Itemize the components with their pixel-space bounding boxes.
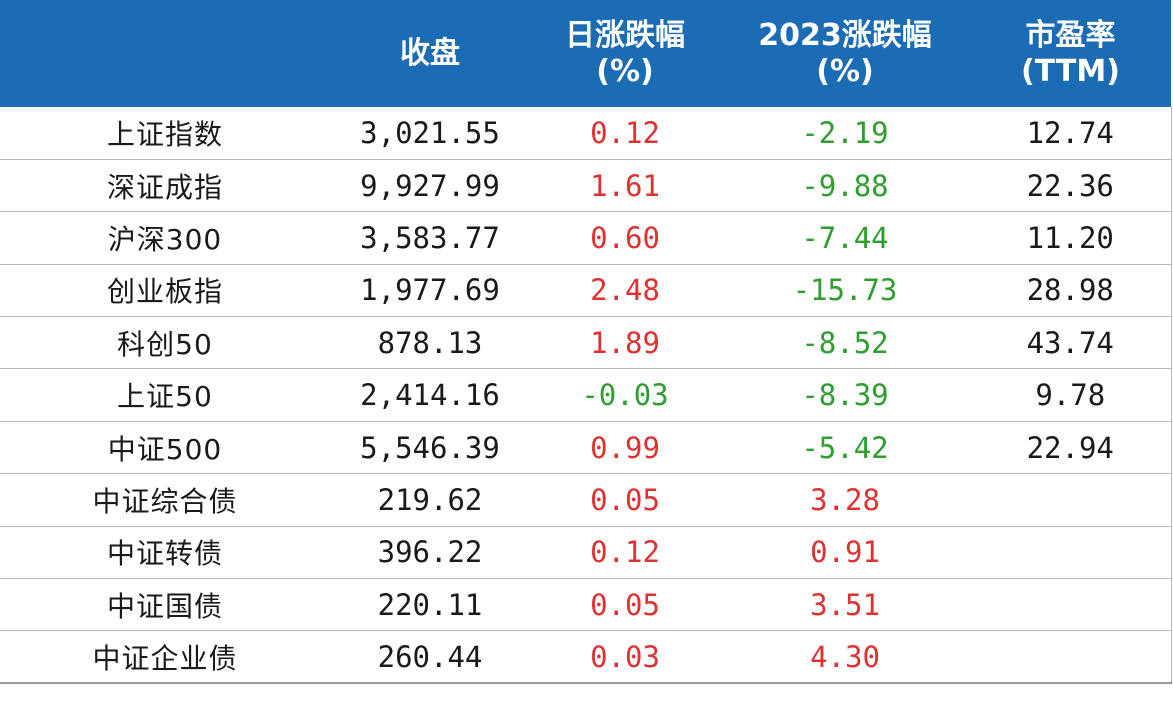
daily-change-cell: 0.99 [530, 421, 720, 475]
header-pe: 市盈率 (TTM) [970, 0, 1171, 107]
pe-ratio-cell: 22.94 [970, 421, 1172, 475]
pe-ratio-cell: 43.74 [970, 316, 1172, 370]
close-value-cell: 396.22 [330, 526, 530, 580]
table-row: 创业板指 1,977.69 2.48 -15.73 28.98 [0, 264, 1172, 318]
close-value-cell: 2,414.16 [330, 368, 530, 422]
close-value-cell: 5,546.39 [330, 421, 530, 475]
ytd-change-cell: -8.39 [720, 368, 970, 422]
pe-ratio-cell [970, 526, 1172, 580]
header-ytd-change-label: 2023涨跌幅 [758, 17, 932, 53]
ytd-change-cell: -2.19 [720, 107, 970, 160]
daily-change-cell: 1.89 [530, 316, 720, 370]
close-value-cell: 260.44 [330, 630, 530, 685]
daily-change-cell: 1.61 [530, 159, 720, 213]
header-index-name [0, 0, 330, 107]
table-row: 中证企业债 260.44 0.03 4.30 [0, 630, 1172, 685]
close-value-cell: 220.11 [330, 578, 530, 632]
daily-change-cell: 2.48 [530, 264, 720, 318]
daily-change-cell: -0.03 [530, 368, 720, 422]
daily-change-cell: 0.03 [530, 630, 720, 685]
table-body: 上证指数 3,021.55 0.12 -2.19 12.74 深证成指 9,927.99 1.… [0, 107, 1172, 685]
ytd-change-cell: -5.42 [720, 421, 970, 475]
table-row: 中证国债 220.11 0.05 3.51 [0, 578, 1172, 632]
pe-ratio-cell [970, 473, 1172, 527]
header-daily-change: 日涨跌幅 (%) [530, 0, 720, 107]
daily-change-cell: 0.60 [530, 211, 720, 265]
ytd-change-cell: -15.73 [720, 264, 970, 318]
close-value-cell: 219.62 [330, 473, 530, 527]
table-header-row: 收盘 日涨跌幅 (%) 2023涨跌幅 (%) 市盈率 (TTM) [0, 0, 1171, 107]
close-value-cell: 3,021.55 [330, 107, 530, 160]
index-name-cell: 深证成指 [0, 159, 330, 213]
daily-change-cell: 0.05 [530, 578, 720, 632]
index-name-cell: 科创50 [0, 316, 330, 370]
table-row: 中证转债 396.22 0.12 0.91 [0, 526, 1172, 580]
index-name-cell: 上证50 [0, 368, 330, 422]
header-daily-change-label: 日涨跌幅 [565, 17, 685, 53]
index-name-cell: 中证企业债 [0, 630, 330, 685]
market-index-table: 收盘 日涨跌幅 (%) 2023涨跌幅 (%) 市盈率 (TTM) 上证指数 3,… [0, 0, 1172, 685]
close-value-cell: 1,977.69 [330, 264, 530, 318]
close-value-cell: 9,927.99 [330, 159, 530, 213]
index-name-cell: 沪深300 [0, 211, 330, 265]
ytd-change-cell: -7.44 [720, 211, 970, 265]
daily-change-cell: 0.05 [530, 473, 720, 527]
header-close: 收盘 [330, 0, 530, 107]
ytd-change-cell: -8.52 [720, 316, 970, 370]
header-pe-label: 市盈率 [1025, 17, 1116, 53]
daily-change-cell: 0.12 [530, 526, 720, 580]
table-row: 沪深300 3,583.77 0.60 -7.44 11.20 [0, 211, 1172, 265]
table-row: 科创50 878.13 1.89 -8.52 43.74 [0, 316, 1172, 370]
header-daily-change-unit: (%) [596, 53, 654, 89]
pe-ratio-cell: 11.20 [970, 211, 1172, 265]
ytd-change-cell: 0.91 [720, 526, 970, 580]
pe-ratio-cell: 28.98 [970, 264, 1172, 318]
index-name-cell: 创业板指 [0, 264, 330, 318]
table-row: 中证综合债 219.62 0.05 3.28 [0, 473, 1172, 527]
pe-ratio-cell: 9.78 [970, 368, 1172, 422]
pe-ratio-cell: 22.36 [970, 159, 1172, 213]
index-name-cell: 上证指数 [0, 107, 330, 160]
table-row: 中证500 5,546.39 0.99 -5.42 22.94 [0, 421, 1172, 475]
close-value-cell: 878.13 [330, 316, 530, 370]
table-row: 上证指数 3,021.55 0.12 -2.19 12.74 [0, 107, 1172, 160]
header-pe-unit: (TTM) [1021, 53, 1120, 89]
ytd-change-cell: 3.51 [720, 578, 970, 632]
daily-change-cell: 0.12 [530, 107, 720, 160]
index-name-cell: 中证国债 [0, 578, 330, 632]
pe-ratio-cell [970, 630, 1172, 685]
header-ytd-change-unit: (%) [816, 53, 874, 89]
index-name-cell: 中证综合债 [0, 473, 330, 527]
pe-ratio-cell [970, 578, 1172, 632]
header-close-label: 收盘 [400, 35, 460, 71]
index-name-cell: 中证500 [0, 421, 330, 475]
header-ytd-change: 2023涨跌幅 (%) [720, 0, 970, 107]
ytd-change-cell: -9.88 [720, 159, 970, 213]
table-row: 深证成指 9,927.99 1.61 -9.88 22.36 [0, 159, 1172, 213]
pe-ratio-cell: 12.74 [970, 107, 1172, 160]
ytd-change-cell: 3.28 [720, 473, 970, 527]
close-value-cell: 3,583.77 [330, 211, 530, 265]
ytd-change-cell: 4.30 [720, 630, 970, 685]
table-row: 上证50 2,414.16 -0.03 -8.39 9.78 [0, 368, 1172, 422]
index-name-cell: 中证转债 [0, 526, 330, 580]
